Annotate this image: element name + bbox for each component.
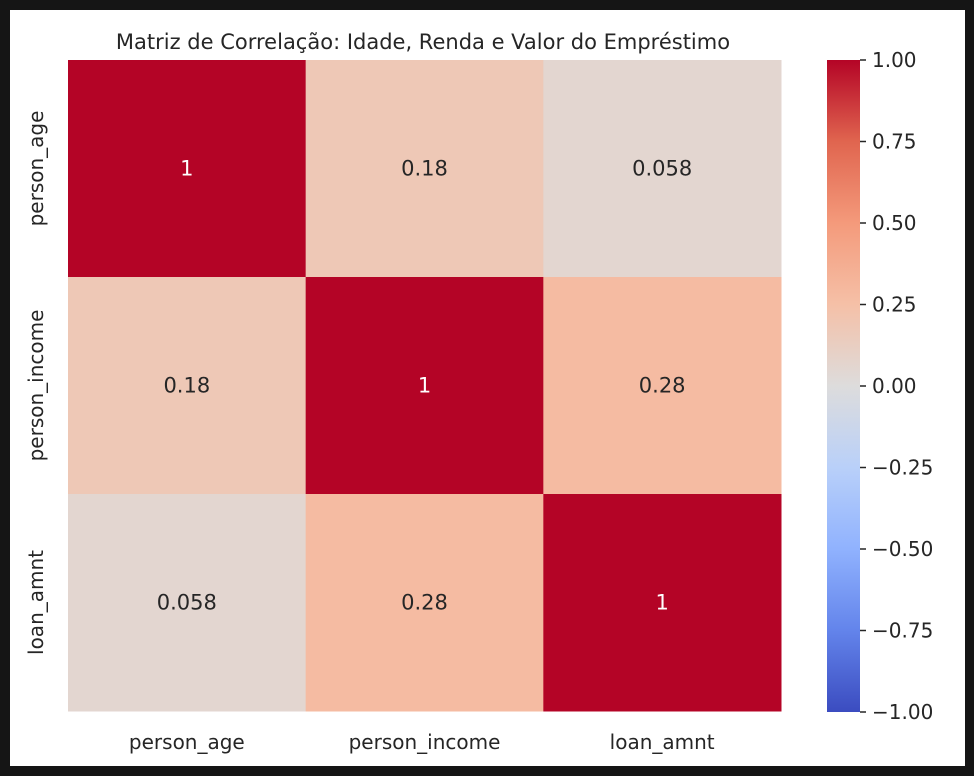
colorbar-tick-label: 0.75: [872, 130, 917, 154]
heatmap-cell: [68, 60, 307, 278]
cell-value-label: 0.18: [401, 157, 448, 181]
colorbar-tick-label: −1.00: [872, 700, 933, 724]
x-axis-ticks: person_age person_income loan_amnt: [129, 730, 715, 754]
heatmap-cell: [543, 277, 782, 495]
cell-value-label: 0.058: [632, 157, 692, 181]
heatmap-cell: [543, 60, 782, 278]
colorbar-tick-label: −0.75: [872, 619, 933, 643]
cell-value-label: 1: [655, 591, 668, 615]
colorbar-tick-label: −0.50: [872, 537, 933, 561]
chart-title: Matriz de Correlação: Idade, Renda e Val…: [116, 30, 730, 54]
correlation-heatmap-chart: Matriz de Correlação: Idade, Renda e Val…: [24, 30, 933, 754]
cell-value-label: 1: [418, 374, 431, 398]
figure-frame: Matriz de Correlação: Idade, Renda e Val…: [10, 10, 965, 766]
heatmap-cell: [68, 277, 307, 495]
colorbar-tick-label: 1.00: [872, 48, 917, 72]
y-axis-ticks: person_age person_income loan_amnt: [24, 111, 48, 655]
heatmap-cell: [305, 494, 544, 712]
cell-value-label: 0.28: [639, 374, 686, 398]
y-tick-label: loan_amnt: [24, 550, 48, 655]
colorbar-ticks: 1.00 0.75 0.50 0.25 0.00 −0.25 −0.50 −0.75 −1.00: [860, 48, 933, 724]
cell-value-label: 0.18: [163, 374, 210, 398]
heatmap-cell: [305, 277, 544, 495]
y-tick-label: person_income: [24, 310, 48, 462]
cell-value-label: 0.058: [157, 591, 217, 615]
x-tick-label: person_age: [129, 730, 245, 754]
x-tick-label: person_income: [349, 730, 501, 754]
x-tick-label: loan_amnt: [610, 730, 715, 754]
cell-value-label: 1: [180, 157, 193, 181]
heatmap-cells: [68, 60, 782, 712]
heatmap-cell: [305, 60, 544, 278]
colorbar: [827, 60, 860, 712]
heatmap-cell: [68, 494, 307, 712]
y-tick-label: person_age: [24, 111, 48, 227]
colorbar-tick-label: 0.00: [872, 374, 917, 398]
cell-value-label: 0.28: [401, 591, 448, 615]
colorbar-tick-label: 0.50: [872, 211, 917, 235]
heatmap-cell: [543, 494, 782, 712]
colorbar-tick-label: 0.25: [872, 293, 917, 317]
heatmap-cell-labels: 1 0.18 0.058 0.18 1 0.28 0.058 0.28 1: [157, 157, 692, 615]
colorbar-tick-label: −0.25: [872, 456, 933, 480]
